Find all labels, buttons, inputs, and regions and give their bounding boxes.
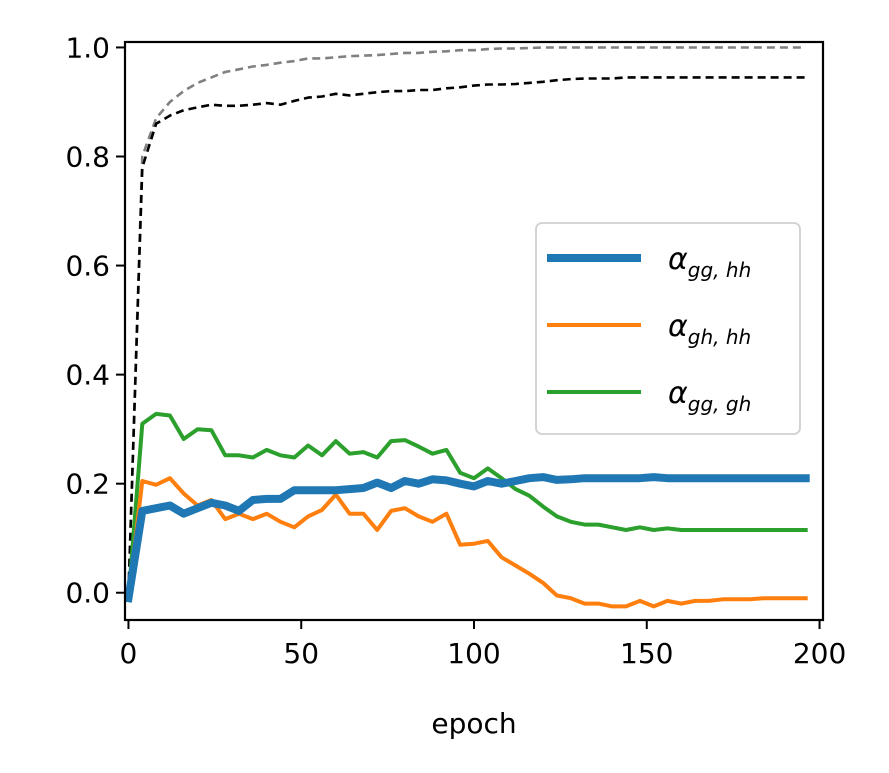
legend-subscript: gg, gh [688, 392, 751, 416]
legend-symbol: α [668, 309, 688, 344]
series-line-alpha_gh_hh [126, 476, 808, 609]
x-tick-label: 100 [447, 637, 500, 670]
x-axis: 0 50 100 150 200 [120, 620, 846, 670]
y-tick-label: 0.0 [65, 577, 110, 610]
legend-symbol: α [668, 242, 688, 277]
series-line-alpha_gg_gh [126, 411, 808, 601]
legend-box [535, 222, 801, 435]
x-tick-label: 50 [283, 637, 319, 670]
series-layer [125, 46, 810, 609]
x-tick-label: 0 [120, 637, 138, 670]
series-line-upper-gray-dashed [127, 46, 806, 593]
x-tick-label: 150 [620, 637, 673, 670]
y-tick-label: 0.4 [65, 359, 110, 392]
legend-label-alpha_gg_gh: αgg, gh [668, 376, 751, 416]
y-tick-label: 0.2 [65, 468, 110, 501]
legend-subscript: gh, hh [688, 325, 751, 349]
legend-subscript: gg, hh [688, 258, 751, 282]
x-tick-label: 200 [793, 637, 846, 670]
series-line-lower-black-dashed [127, 76, 806, 593]
y-tick-label: 1.0 [65, 31, 110, 64]
y-tick-label: 0.6 [65, 250, 110, 283]
x-axis-title: epoch [431, 707, 516, 740]
series-line-alpha_gg_hh [125, 473, 810, 603]
y-axis: 0.0 0.2 0.4 0.6 0.8 1.0 [65, 31, 125, 610]
y-tick-label: 0.8 [65, 141, 110, 174]
legend-label-alpha_gh_hh: αgh, hh [668, 309, 751, 349]
legend-label-alpha_gg_hh: αgg, hh [668, 242, 751, 282]
legend-symbol: α [668, 376, 688, 411]
